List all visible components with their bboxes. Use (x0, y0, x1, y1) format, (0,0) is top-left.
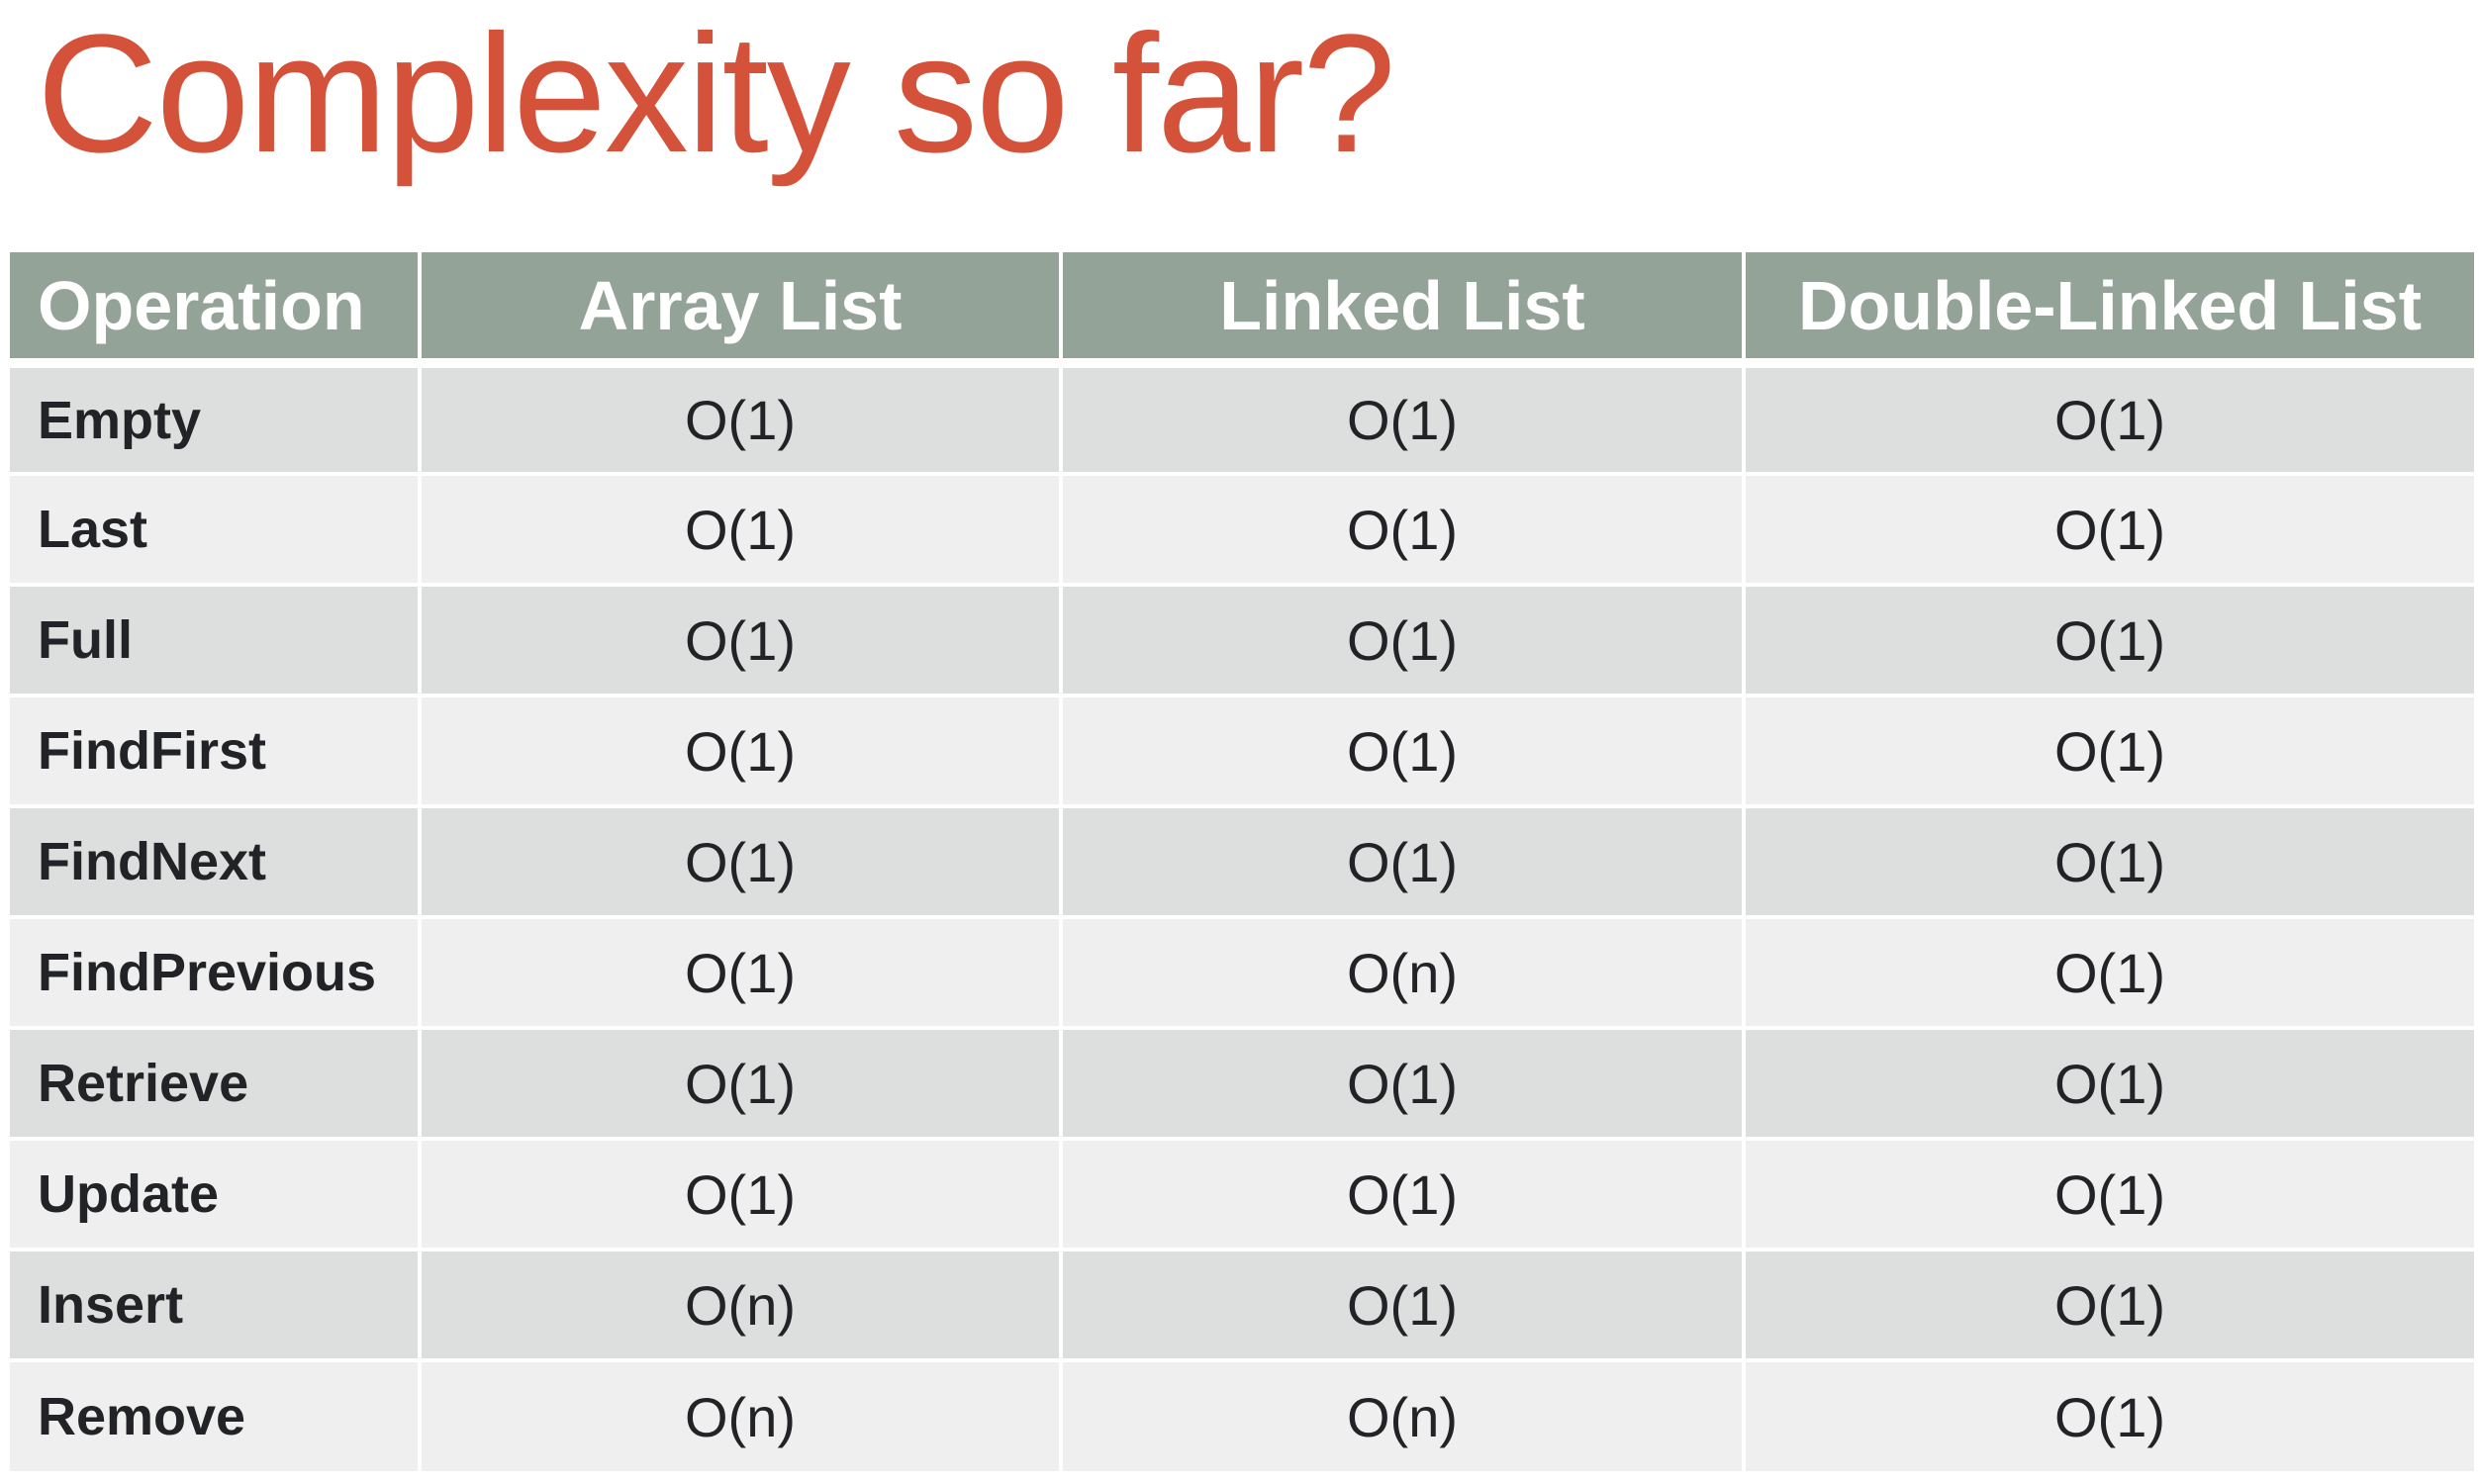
table-row: FindNext O(1) O(1) O(1) (10, 806, 2474, 917)
linked-list-complexity: O(1) (1061, 1250, 1744, 1360)
array-list-complexity: O(1) (420, 917, 1061, 1028)
linked-list-complexity: O(1) (1061, 1028, 1744, 1139)
double-linked-list-complexity: O(1) (1744, 917, 2474, 1028)
double-linked-list-complexity: O(1) (1744, 696, 2474, 806)
operation-name: FindFirst (10, 696, 420, 806)
array-list-complexity: O(1) (420, 1139, 1061, 1250)
array-list-complexity: O(1) (420, 474, 1061, 585)
linked-list-complexity: O(1) (1061, 1139, 1744, 1250)
table-row: Full O(1) O(1) O(1) (10, 585, 2474, 696)
table-row: Insert O(n) O(1) O(1) (10, 1250, 2474, 1360)
double-linked-list-complexity: O(1) (1744, 1250, 2474, 1360)
array-list-complexity: O(1) (420, 585, 1061, 696)
table-row: FindFirst O(1) O(1) O(1) (10, 696, 2474, 806)
double-linked-list-complexity: O(1) (1744, 1360, 2474, 1471)
double-linked-list-complexity: O(1) (1744, 1139, 2474, 1250)
operation-name: Insert (10, 1250, 420, 1360)
double-linked-list-complexity: O(1) (1744, 806, 2474, 917)
array-list-complexity: O(1) (420, 1028, 1061, 1139)
header-double-linked-list: Double-Linked List (1744, 252, 2474, 363)
array-list-complexity: O(1) (420, 806, 1061, 917)
array-list-complexity: O(1) (420, 363, 1061, 474)
operation-name: Full (10, 585, 420, 696)
linked-list-complexity: O(n) (1061, 1360, 1744, 1471)
operation-name: Remove (10, 1360, 420, 1471)
array-list-complexity: O(n) (420, 1250, 1061, 1360)
operation-name: Last (10, 474, 420, 585)
table-row: FindPrevious O(1) O(n) O(1) (10, 917, 2474, 1028)
operation-name: Empty (10, 363, 420, 474)
array-list-complexity: O(n) (420, 1360, 1061, 1471)
table-row: Update O(1) O(1) O(1) (10, 1139, 2474, 1250)
linked-list-complexity: O(n) (1061, 917, 1744, 1028)
array-list-complexity: O(1) (420, 696, 1061, 806)
table-header-row: Operation Array List Linked List Double-… (10, 252, 2474, 363)
linked-list-complexity: O(1) (1061, 806, 1744, 917)
header-linked-list: Linked List (1061, 252, 1744, 363)
double-linked-list-complexity: O(1) (1744, 1028, 2474, 1139)
double-linked-list-complexity: O(1) (1744, 585, 2474, 696)
table-row: Retrieve O(1) O(1) O(1) (10, 1028, 2474, 1139)
operation-name: FindNext (10, 806, 420, 917)
slide-title: Complexity so far? (37, 10, 1394, 178)
linked-list-complexity: O(1) (1061, 585, 1744, 696)
linked-list-complexity: O(1) (1061, 696, 1744, 806)
table-row: Last O(1) O(1) O(1) (10, 474, 2474, 585)
table-row: Empty O(1) O(1) O(1) (10, 363, 2474, 474)
operation-name: Update (10, 1139, 420, 1250)
operation-name: FindPrevious (10, 917, 420, 1028)
double-linked-list-complexity: O(1) (1744, 474, 2474, 585)
table-row: Remove O(n) O(n) O(1) (10, 1360, 2474, 1471)
header-array-list: Array List (420, 252, 1061, 363)
double-linked-list-complexity: O(1) (1744, 363, 2474, 474)
operation-name: Retrieve (10, 1028, 420, 1139)
linked-list-complexity: O(1) (1061, 363, 1744, 474)
complexity-table: Operation Array List Linked List Double-… (10, 252, 2474, 1471)
linked-list-complexity: O(1) (1061, 474, 1744, 585)
header-operation: Operation (10, 252, 420, 363)
